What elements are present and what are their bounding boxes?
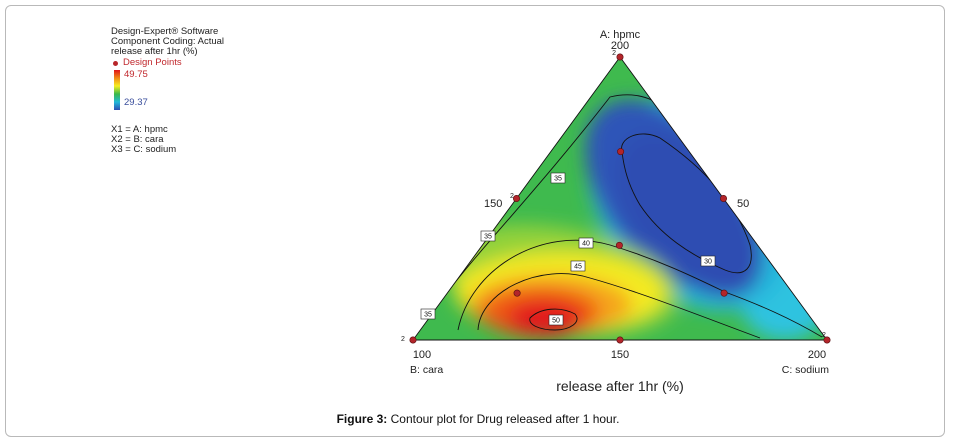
design-point-0 [616, 53, 624, 61]
contour-label-0: 35 [554, 176, 562, 183]
replicate-label-left: 2 [510, 193, 514, 200]
color-scale-bar [114, 70, 120, 110]
contour-line-45 [477, 273, 761, 339]
design-point-3 [512, 195, 520, 203]
contour-fill [413, 57, 827, 340]
contour-line-40 [457, 239, 823, 338]
contour-line-50 [529, 308, 578, 331]
caption-label: Figure 3: [336, 412, 388, 426]
legend-software: Design-Expert® Software [111, 26, 219, 37]
design-point-dot-icon [113, 60, 118, 66]
design-points [409, 53, 831, 344]
design-point-6 [617, 148, 625, 156]
legend-response: release after 1hr (%) [111, 46, 198, 57]
contour-label-box-1 [480, 230, 496, 242]
legend-x1: X1 = A: hpmc [111, 124, 168, 135]
design-point-5 [616, 336, 624, 344]
contour-label-box-0 [550, 172, 566, 184]
color-scale-max: 49.75 [124, 69, 148, 80]
legend-x3: X3 = C: sodium [111, 144, 177, 155]
color-scale-min: 29.37 [124, 97, 148, 108]
tick-bottom-right: 200 [808, 349, 826, 361]
tick-bottom-mid: 150 [611, 349, 629, 361]
contour-label-4: 45 [574, 264, 582, 271]
figure-frame [5, 5, 945, 437]
contour-label-1: 35 [484, 234, 492, 241]
contour-label-3: 40 [582, 241, 590, 248]
replicate-label-bottom-left: 2 [401, 336, 405, 343]
tick-bottom-left: 100 [413, 349, 431, 361]
legend-design-points: Design Points [111, 58, 224, 68]
design-point-8 [720, 289, 728, 297]
design-point-7 [513, 289, 521, 297]
legend-coding: Component Coding: Actual [111, 36, 225, 47]
contour-label-box-5 [548, 314, 564, 326]
contour-label-6: 30 [704, 259, 712, 266]
design-point-2 [823, 336, 831, 344]
contour-label-box-4 [570, 260, 586, 272]
tick-right-edge: 50 [737, 198, 749, 210]
contour-label-box-3 [578, 237, 594, 249]
x-axis-label: release after 1hr (%) [556, 378, 684, 394]
caption-text: Contour plot for Drug released after 1 h… [387, 412, 620, 426]
contour-label-2: 35 [424, 312, 432, 319]
plot-legend: Design-Expert® Software Component Coding… [111, 27, 224, 155]
color-scale: 49.75 29.37 [111, 70, 224, 112]
contour-label-box-6 [700, 255, 716, 267]
design-point-4 [719, 195, 727, 203]
figure-caption: Figure 3: Contour plot for Drug released… [0, 412, 956, 426]
vertex-label-bottom-left: B: cara [410, 364, 443, 376]
legend-design-points-label: Design Points [123, 57, 182, 68]
contour-label-box-2 [420, 308, 436, 320]
legend-x2: X2 = B: cara [111, 134, 164, 145]
design-point-9 [615, 241, 623, 249]
contour-label-boxes: 35 35 35 40 45 50 30 [420, 172, 716, 326]
replicate-label-top: 2 [612, 50, 616, 57]
tick-left-edge: 150 [484, 198, 502, 210]
vertex-label-bottom-right: C: sodium [782, 364, 830, 376]
contour-label-5: 50 [552, 318, 560, 325]
design-point-1 [409, 336, 417, 344]
vertex-label-top: A: hpmc [600, 29, 641, 41]
contour-line-30 [621, 133, 752, 274]
tick-top-vertex: 200 [611, 40, 629, 52]
replicate-label-bottom-right: 2 [822, 332, 826, 339]
